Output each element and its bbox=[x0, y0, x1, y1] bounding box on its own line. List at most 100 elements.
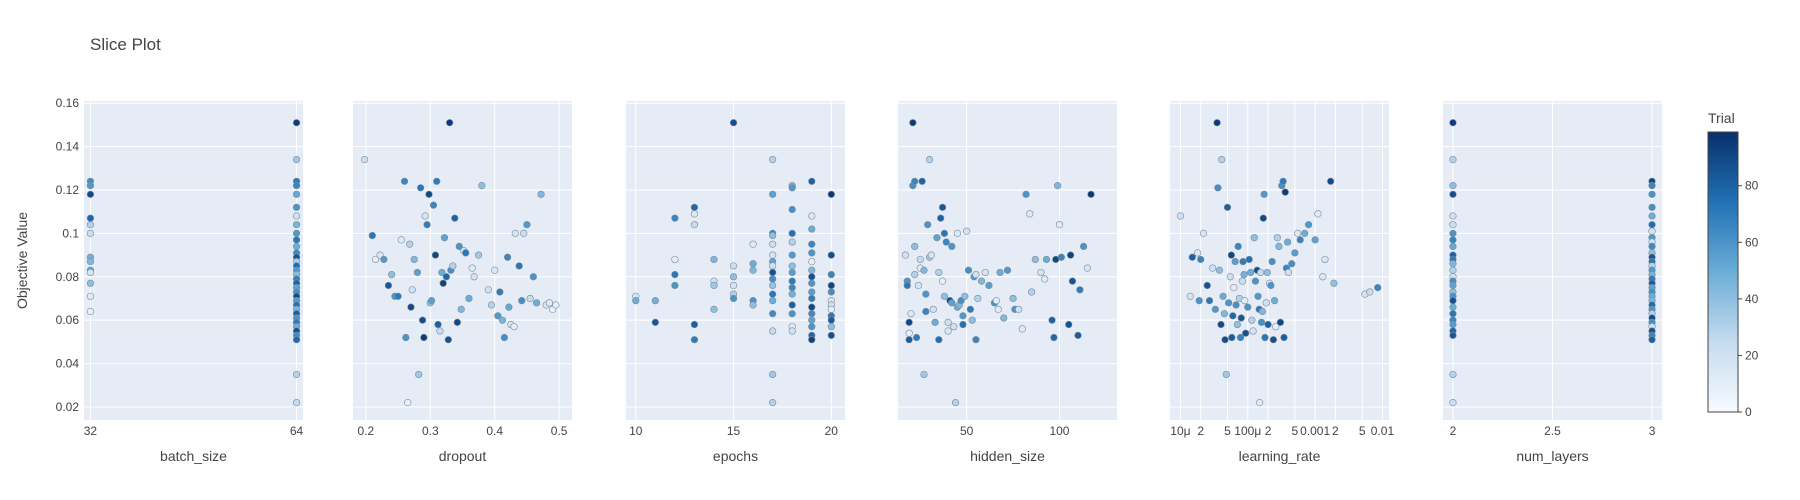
data-point bbox=[977, 277, 986, 285]
data-point bbox=[972, 336, 980, 344]
data-point bbox=[429, 201, 438, 209]
data-point bbox=[1048, 316, 1056, 324]
data-point bbox=[1199, 229, 1208, 237]
data-point bbox=[1276, 318, 1284, 326]
y-tick-label: 0.02 bbox=[56, 400, 80, 414]
data-point bbox=[710, 305, 718, 313]
data-point bbox=[985, 281, 993, 290]
data-point bbox=[729, 281, 738, 290]
data-point bbox=[1296, 236, 1304, 244]
data-point bbox=[729, 273, 738, 281]
x-axis-label: dropout bbox=[439, 448, 487, 464]
data-point bbox=[1648, 212, 1656, 220]
data-point bbox=[632, 297, 640, 305]
data-point bbox=[788, 238, 796, 246]
colorbar-gradient bbox=[1707, 131, 1739, 413]
data-point bbox=[439, 279, 447, 287]
data-point bbox=[388, 271, 396, 279]
data-point bbox=[1214, 184, 1222, 192]
panel-epochs: 10 15 20 epochs bbox=[626, 101, 845, 464]
data-point bbox=[449, 262, 457, 270]
data-point bbox=[1449, 399, 1457, 407]
data-point bbox=[940, 229, 948, 237]
data-point bbox=[749, 301, 757, 309]
data-point bbox=[690, 203, 699, 211]
data-point bbox=[86, 307, 95, 316]
data-point bbox=[360, 155, 369, 164]
data-point bbox=[769, 155, 777, 164]
data-point bbox=[729, 294, 738, 303]
data-point bbox=[1374, 284, 1382, 292]
data-point bbox=[808, 249, 816, 257]
data-point bbox=[788, 205, 796, 214]
data-point bbox=[494, 312, 502, 320]
panel-num_layers: 2 2.5 3 num_layers bbox=[1443, 101, 1662, 464]
data-point bbox=[651, 318, 659, 326]
colorbar-tick-label: 0 bbox=[1745, 405, 1752, 419]
data-point bbox=[86, 182, 95, 190]
data-point bbox=[487, 301, 496, 309]
data-point bbox=[1042, 255, 1051, 264]
data-point bbox=[86, 229, 95, 237]
data-point bbox=[1648, 203, 1656, 211]
data-point bbox=[86, 221, 95, 229]
data-point bbox=[1203, 281, 1211, 290]
data-point bbox=[808, 316, 816, 324]
data-point bbox=[1217, 320, 1225, 329]
data-point bbox=[974, 294, 982, 303]
panel-batch_size: 32 64 0.02 0.04 0.06 0.08 0.1 0.12 0.14 0.16 batch… bbox=[56, 96, 304, 464]
data-point bbox=[1028, 288, 1036, 296]
data-point bbox=[1366, 288, 1374, 296]
data-point bbox=[420, 333, 428, 342]
data-point bbox=[1449, 221, 1457, 229]
data-point bbox=[292, 399, 301, 407]
x-tick-label: 0.3 bbox=[422, 424, 439, 438]
data-point bbox=[1230, 284, 1238, 292]
data-point bbox=[905, 329, 913, 337]
data-point bbox=[1449, 182, 1457, 190]
data-point bbox=[1327, 177, 1335, 185]
data-point bbox=[1648, 190, 1656, 198]
x-tick-label: 2 bbox=[1450, 424, 1457, 438]
data-point bbox=[1257, 318, 1266, 326]
data-point bbox=[651, 297, 659, 305]
data-point bbox=[769, 327, 777, 335]
data-point bbox=[1279, 177, 1287, 185]
panels-group: 32 640.020.040.060.080.10.120.140.16batch… bbox=[56, 96, 1662, 464]
y-tick-label: 0.04 bbox=[56, 357, 80, 371]
data-point bbox=[532, 299, 541, 307]
data-point bbox=[292, 336, 301, 344]
data-point bbox=[1291, 249, 1299, 257]
data-point bbox=[827, 288, 835, 296]
data-point bbox=[942, 238, 950, 246]
data-point bbox=[292, 221, 301, 229]
data-point bbox=[1003, 266, 1012, 274]
x-tick-label: 50 bbox=[960, 424, 974, 438]
data-point bbox=[918, 177, 926, 185]
colorbar-tick-label: 40 bbox=[1745, 292, 1759, 306]
x-tick-label: 5 bbox=[1292, 424, 1299, 438]
data-point bbox=[1225, 299, 1233, 307]
data-point bbox=[1246, 268, 1255, 277]
data-point bbox=[1241, 297, 1249, 305]
data-point bbox=[944, 318, 952, 326]
data-point bbox=[1449, 297, 1457, 305]
data-point bbox=[1015, 305, 1023, 313]
data-point bbox=[788, 262, 796, 270]
data-point bbox=[920, 266, 928, 274]
data-point bbox=[397, 236, 405, 244]
data-point bbox=[1074, 331, 1082, 339]
x-tick-label: 10 bbox=[629, 424, 643, 438]
data-point bbox=[671, 214, 679, 222]
data-point bbox=[996, 268, 1004, 277]
data-point bbox=[788, 251, 796, 259]
data-point bbox=[496, 288, 504, 296]
data-point bbox=[914, 281, 923, 290]
y-tick-label: 0.06 bbox=[56, 313, 80, 327]
chart-title: Slice Plot bbox=[90, 35, 161, 54]
data-point bbox=[788, 284, 796, 292]
data-point bbox=[1229, 312, 1237, 320]
data-point bbox=[292, 190, 301, 198]
data-point bbox=[907, 310, 915, 318]
data-point bbox=[808, 336, 816, 344]
